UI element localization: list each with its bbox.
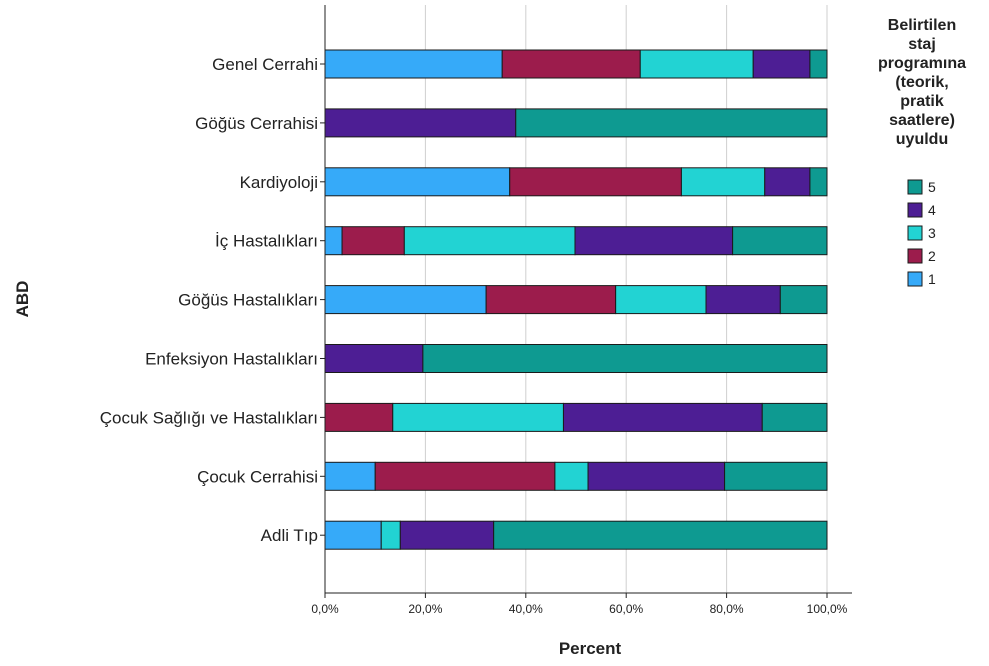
legend-title-line: (teorik,: [895, 74, 948, 91]
bar-segment: [554, 461, 589, 491]
bar-segment: [324, 226, 343, 256]
bar-segment: [324, 461, 376, 491]
bar-segment: [587, 461, 726, 491]
legend-title-line: saatlere): [889, 112, 955, 129]
bar-segment: [509, 167, 682, 197]
x-tick-label: 60,0%: [609, 602, 643, 616]
bar-segment: [324, 285, 487, 315]
bar-segment: [515, 108, 828, 138]
legend-label: 1: [928, 271, 936, 287]
bar-segment: [422, 344, 828, 373]
bars: [324, 49, 828, 550]
bar-segment: [809, 49, 828, 79]
category-label: Çocuk Cerrahisi: [197, 467, 318, 486]
bar-segment: [399, 520, 495, 550]
legend-label: 5: [928, 179, 936, 195]
bar-segment: [705, 285, 781, 315]
bar-segment: [724, 461, 828, 491]
category-label: Çocuk Sağlığı ve Hastalıkları: [100, 408, 318, 427]
x-axis-title: Percent: [559, 639, 622, 658]
legend-swatch: [907, 202, 923, 218]
legend-title-line: pratik: [900, 93, 944, 110]
category-label: İç Hastalıkları: [215, 232, 318, 251]
category-label: Enfeksiyon Hastalıkları: [145, 350, 318, 369]
category-label: Kardiyoloji: [240, 173, 318, 192]
legend-swatch: [907, 248, 923, 264]
bar-segment: [752, 49, 811, 79]
bar-segment: [574, 226, 734, 256]
bar-segment: [374, 461, 556, 491]
x-tick-label: 100,0%: [807, 602, 848, 616]
bar-segment: [341, 226, 405, 256]
bar-segment: [764, 167, 811, 197]
bar-segment: [324, 49, 503, 79]
x-tick-labels: 0,0% 20,0% 40,0% 60,0% 80,0% 100,0%: [311, 593, 848, 616]
y-axis-title: ABD: [13, 281, 32, 318]
x-tick-label: 0,0%: [311, 602, 339, 616]
bar-segment: [732, 226, 828, 256]
legend-title-line: programına: [878, 55, 966, 72]
bar-segment: [324, 167, 511, 197]
bar-segment: [380, 520, 401, 550]
bar-segment: [615, 285, 707, 315]
x-tick-label: 40,0%: [509, 602, 543, 616]
legend-swatch: [907, 225, 923, 241]
x-tick-label: 80,0%: [710, 602, 744, 616]
bar-segment: [680, 167, 766, 197]
legend-title: Belirtilen staj programına (teorik, pratik sa…: [878, 17, 966, 148]
legend-title-line: staj: [908, 36, 936, 53]
axes: [324, 5, 852, 594]
legend-swatch: [907, 179, 923, 195]
legend-swatch: [907, 271, 923, 287]
category-label: Göğüs Cerrahisi: [195, 114, 318, 133]
legend-label: 2: [928, 248, 936, 264]
bar-segment: [324, 344, 424, 373]
bar-segment: [779, 285, 828, 315]
category-label: Göğüs Hastalıkları: [178, 291, 318, 310]
category-label: Genel Cerrahi: [212, 55, 318, 74]
legend-items: 5 4 3 2 1: [907, 179, 936, 287]
legend: Belirtilen staj programına (teorik, pratik sa…: [878, 17, 966, 287]
bar-segment: [501, 49, 641, 79]
bar-segment: [562, 402, 763, 432]
category-label: Adli Tıp: [261, 526, 318, 545]
bar-segment: [324, 520, 382, 550]
legend-title-line: Belirtilen: [888, 17, 956, 34]
bar-segment: [324, 108, 517, 138]
bar-segment: [809, 167, 828, 197]
legend-label: 3: [928, 225, 936, 241]
bar-segment: [324, 402, 394, 432]
legend-title-line: uyuldu: [896, 131, 948, 148]
bar-segment: [485, 285, 617, 315]
bar-segment: [392, 402, 564, 432]
bar-segment: [403, 226, 576, 256]
bar-segment: [639, 49, 754, 79]
x-tick-label: 20,0%: [408, 602, 442, 616]
category-labels: Genel Cerrahi Göğüs Cerrahisi Kardiyoloji İ…: [100, 55, 325, 545]
bar-segment: [761, 402, 828, 432]
legend-label: 4: [928, 202, 936, 218]
bar-segment: [493, 520, 828, 550]
